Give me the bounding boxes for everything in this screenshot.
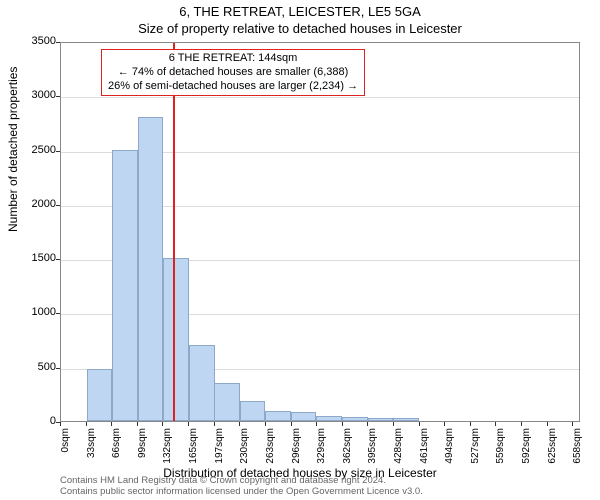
- x-tick-mark: [342, 422, 343, 426]
- chart-container: 6, THE RETREAT, LEICESTER, LE5 5GA Size …: [0, 0, 600, 500]
- x-tick-label: 132sqm: [162, 428, 173, 468]
- histogram-bar: [189, 345, 215, 421]
- chart-title-line1: 6, THE RETREAT, LEICESTER, LE5 5GA: [0, 0, 600, 19]
- y-tick-mark: [56, 368, 60, 369]
- x-tick-label: 296sqm: [291, 428, 302, 468]
- histogram-bar: [240, 401, 266, 421]
- plot-area: 6 THE RETREAT: 144sqm← 74% of detached h…: [60, 42, 580, 422]
- x-tick-label: 395sqm: [367, 428, 378, 468]
- x-tick-label: 33sqm: [86, 428, 97, 468]
- y-tick-label: 1000: [16, 306, 56, 318]
- x-tick-mark: [111, 422, 112, 426]
- y-tick-label: 2500: [16, 144, 56, 156]
- x-tick-mark: [419, 422, 420, 426]
- y-tick-label: 1500: [16, 252, 56, 264]
- x-tick-mark: [495, 422, 496, 426]
- x-tick-label: 329sqm: [316, 428, 327, 468]
- histogram-bar: [316, 416, 342, 421]
- x-tick-label: 0sqm: [60, 428, 71, 468]
- x-tick-mark: [470, 422, 471, 426]
- histogram-bar: [112, 150, 138, 421]
- histogram-bar: [87, 369, 113, 421]
- x-tick-mark: [137, 422, 138, 426]
- x-tick-mark: [86, 422, 87, 426]
- y-tick-label: 3000: [16, 89, 56, 101]
- histogram-bar: [291, 412, 317, 421]
- x-tick-label: 494sqm: [444, 428, 455, 468]
- x-tick-label: 625sqm: [547, 428, 558, 468]
- y-tick-label: 0: [16, 415, 56, 427]
- x-tick-mark: [214, 422, 215, 426]
- x-tick-label: 461sqm: [419, 428, 430, 468]
- histogram-bar: [368, 418, 394, 421]
- x-tick-label: 66sqm: [111, 428, 122, 468]
- y-tick-mark: [56, 96, 60, 97]
- y-tick-mark: [56, 313, 60, 314]
- chart-title-line2: Size of property relative to detached ho…: [0, 19, 600, 36]
- histogram-bar: [393, 418, 419, 421]
- annotation-line1: 6 THE RETREAT: 144sqm: [108, 52, 358, 66]
- y-tick-mark: [56, 205, 60, 206]
- y-tick-label: 3500: [16, 35, 56, 47]
- x-tick-mark: [239, 422, 240, 426]
- x-tick-mark: [188, 422, 189, 426]
- x-tick-label: 362sqm: [342, 428, 353, 468]
- reference-line: [173, 43, 175, 421]
- x-tick-mark: [60, 422, 61, 426]
- histogram-bar: [214, 383, 240, 421]
- histogram-bar: [265, 411, 291, 421]
- x-tick-label: 527sqm: [470, 428, 481, 468]
- y-tick-label: 500: [16, 361, 56, 373]
- y-tick-mark: [56, 151, 60, 152]
- annotation-box: 6 THE RETREAT: 144sqm← 74% of detached h…: [101, 49, 365, 96]
- x-tick-mark: [444, 422, 445, 426]
- x-tick-label: 428sqm: [393, 428, 404, 468]
- x-tick-label: 559sqm: [495, 428, 506, 468]
- histogram-bar: [163, 258, 189, 421]
- x-tick-mark: [393, 422, 394, 426]
- x-tick-label: 230sqm: [239, 428, 250, 468]
- annotation-line3: 26% of semi-detached houses are larger (…: [108, 80, 358, 94]
- footer-attribution: Contains HM Land Registry data © Crown c…: [60, 476, 423, 498]
- x-tick-mark: [162, 422, 163, 426]
- y-tick-mark: [56, 259, 60, 260]
- x-tick-mark: [316, 422, 317, 426]
- x-tick-label: 197sqm: [214, 428, 225, 468]
- y-tick-label: 2000: [16, 198, 56, 210]
- x-tick-mark: [265, 422, 266, 426]
- gridline: [61, 97, 579, 98]
- footer-line2: Contains public sector information licen…: [60, 487, 423, 498]
- x-tick-mark: [521, 422, 522, 426]
- x-tick-label: 592sqm: [521, 428, 532, 468]
- x-tick-mark: [547, 422, 548, 426]
- x-tick-label: 263sqm: [265, 428, 276, 468]
- x-tick-label: 658sqm: [572, 428, 583, 468]
- histogram-bar: [138, 117, 164, 421]
- histogram-bar: [342, 417, 368, 421]
- y-tick-mark: [56, 42, 60, 43]
- x-tick-mark: [291, 422, 292, 426]
- x-tick-mark: [367, 422, 368, 426]
- x-tick-label: 165sqm: [188, 428, 199, 468]
- annotation-line2: ← 74% of detached houses are smaller (6,…: [108, 66, 358, 80]
- x-tick-mark: [572, 422, 573, 426]
- x-tick-label: 99sqm: [137, 428, 148, 468]
